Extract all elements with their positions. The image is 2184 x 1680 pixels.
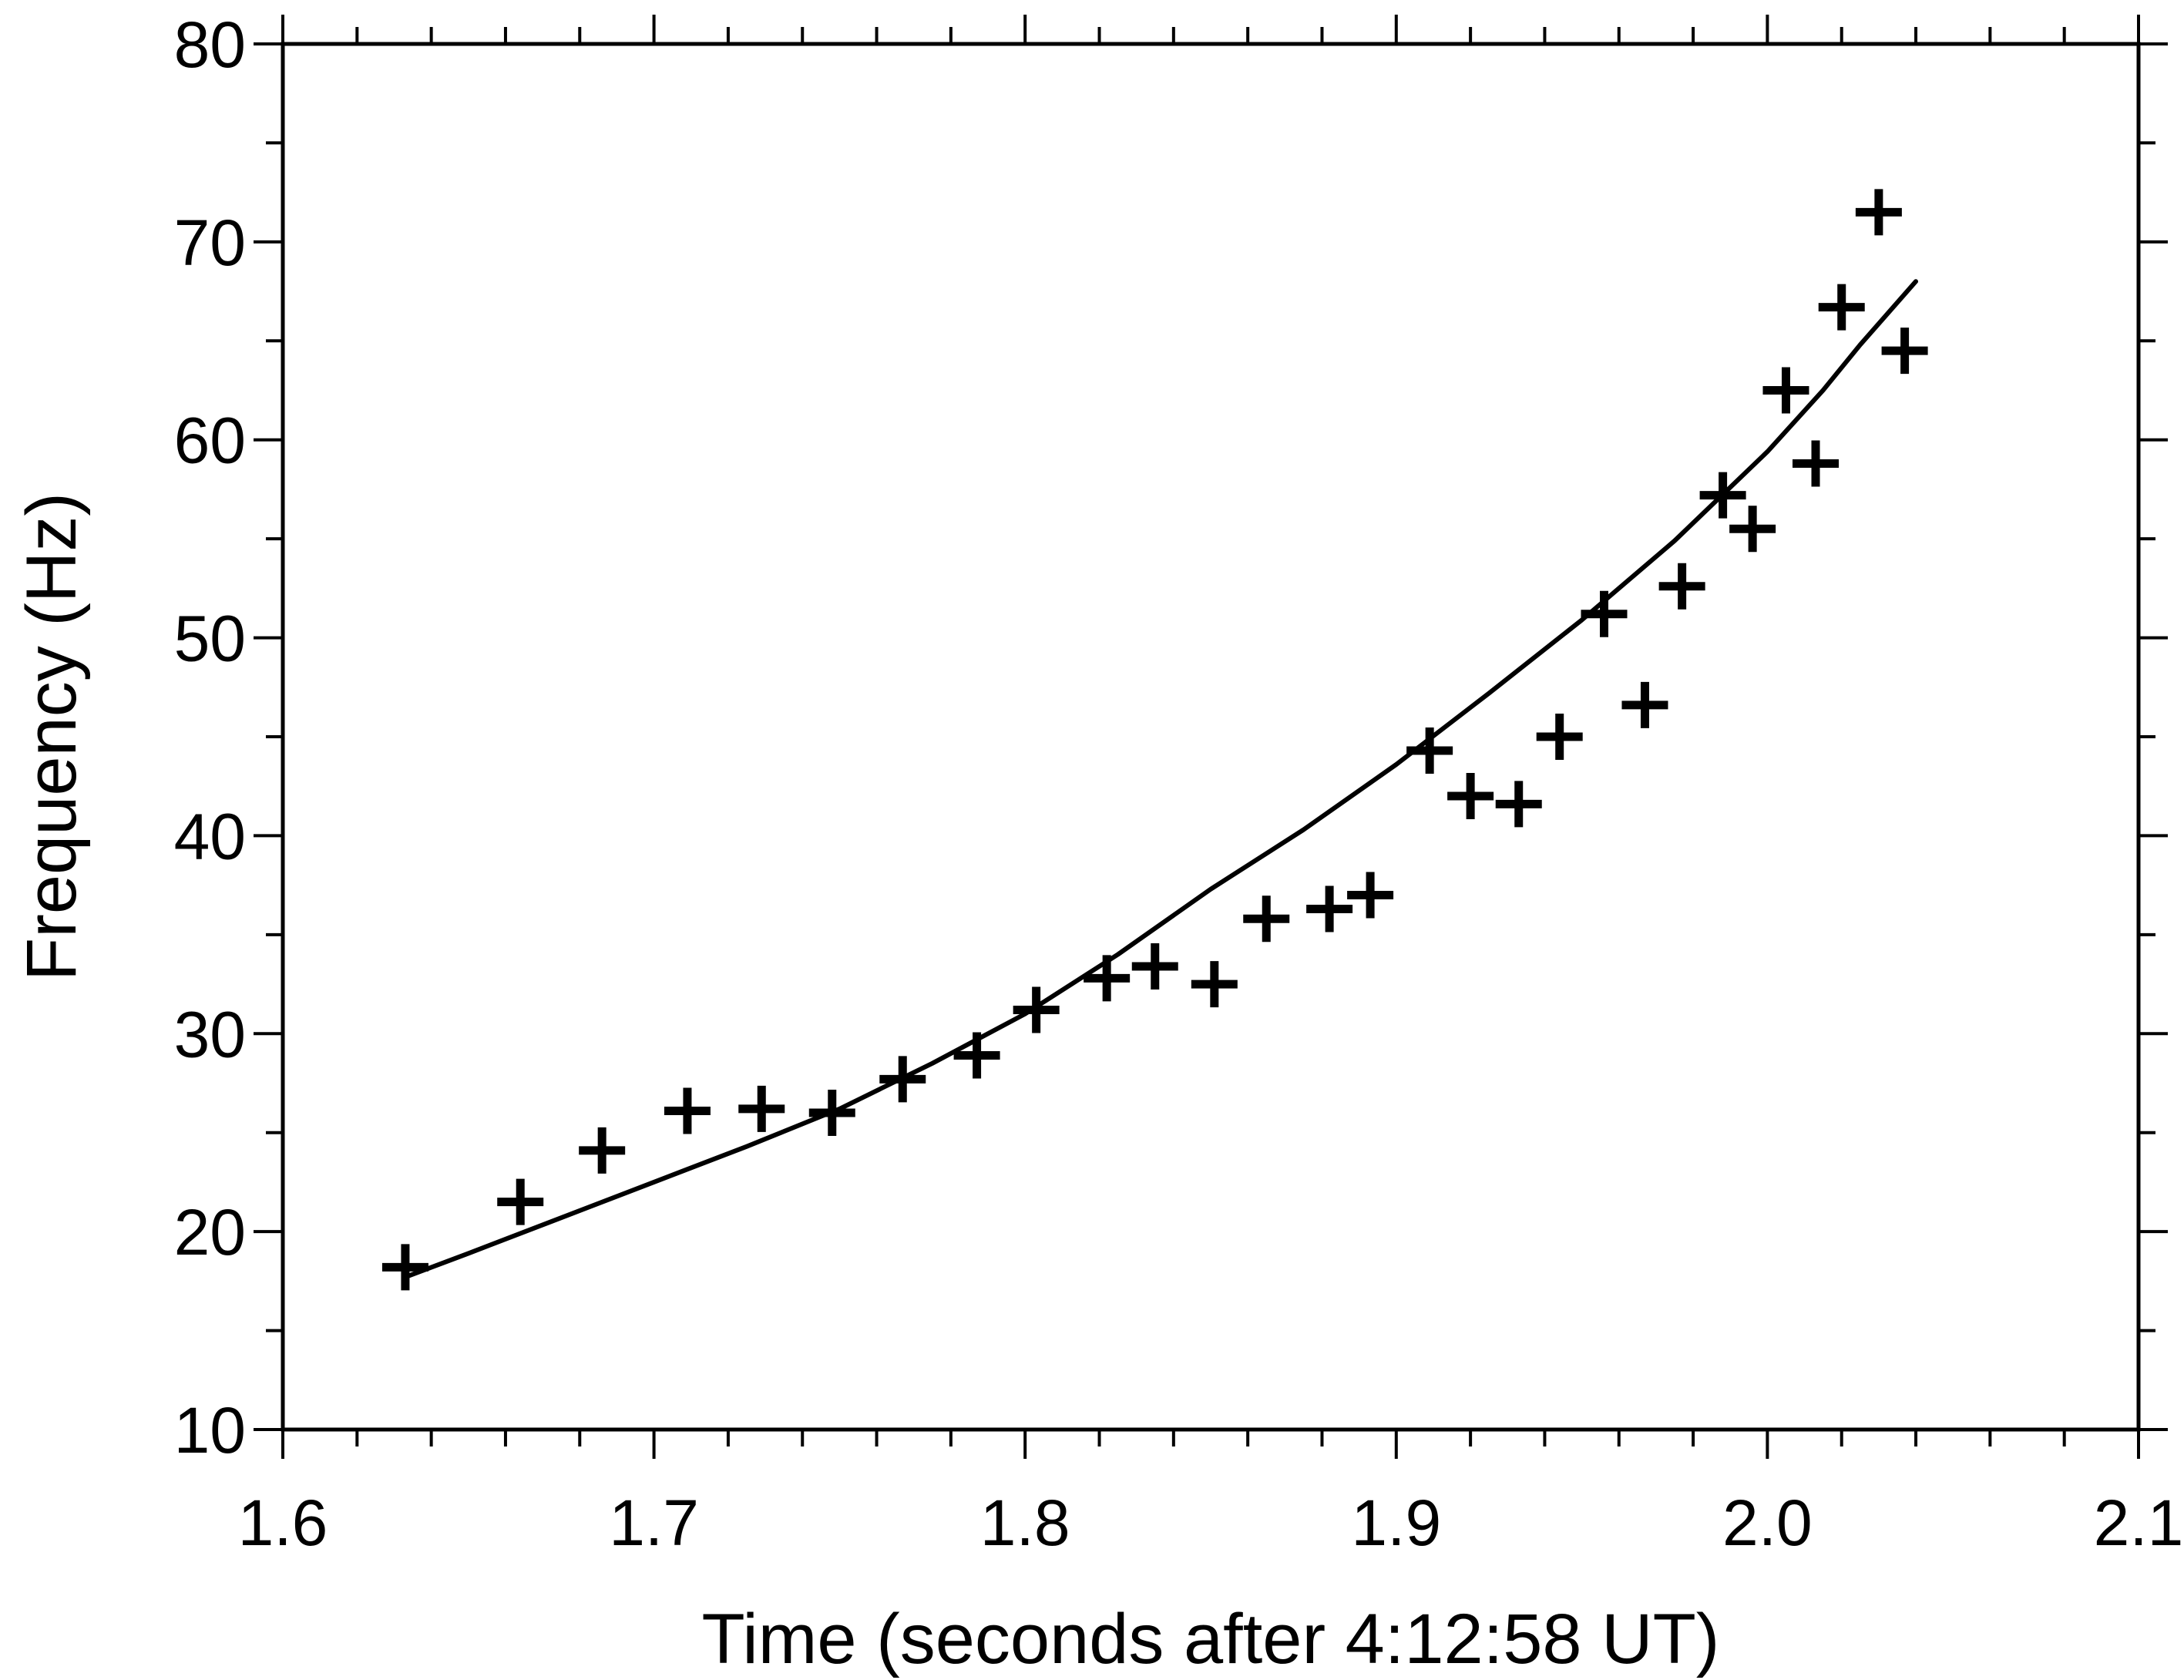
data-point (1406, 727, 1453, 774)
y-tick-label: 20 (174, 1196, 246, 1268)
data-point (1762, 367, 1809, 414)
y-tick-label: 40 (174, 800, 246, 872)
y-tick-label: 10 (174, 1394, 246, 1467)
data-point (381, 1244, 428, 1291)
data-point (879, 1056, 926, 1103)
data-point (738, 1085, 785, 1132)
fit-line (402, 279, 1918, 1280)
data-point (664, 1087, 711, 1134)
x-tick-label: 2.0 (1722, 1487, 1813, 1559)
data-point (808, 1090, 855, 1137)
data-point (1793, 440, 1840, 487)
data-point (1191, 961, 1238, 1008)
x-tick-label: 1.6 (238, 1487, 328, 1559)
axis-ticks (254, 15, 2168, 1459)
data-point (1495, 781, 1542, 828)
plot-frame (281, 42, 2141, 1432)
axis-tick-labels: 1.6 1.7 1.8 1.9 2.0 2.1 10 20 30 40 50 60 70 80 (174, 8, 2184, 1559)
data-point (1881, 328, 1928, 375)
data-point (1855, 189, 1902, 236)
y-axis-title: Frequency (Hz) (12, 492, 91, 981)
data-point (579, 1127, 626, 1174)
data-point (1536, 714, 1583, 760)
data-point (1699, 472, 1746, 519)
y-tick-label: 70 (174, 207, 246, 279)
data-point (953, 1032, 1000, 1079)
y-tick-label: 30 (174, 998, 246, 1070)
x-tick-label: 1.8 (980, 1487, 1070, 1559)
data-point (1447, 773, 1494, 820)
data-point (1131, 942, 1178, 990)
data-point (1729, 506, 1776, 553)
data-point (1818, 284, 1865, 331)
x-tick-label: 1.7 (609, 1487, 699, 1559)
data-point (497, 1178, 544, 1225)
data-point (1621, 681, 1668, 728)
data-point (1658, 563, 1705, 610)
x-tick-label: 2.1 (2094, 1487, 2184, 1559)
data-points (381, 189, 1928, 1291)
data-point (1243, 895, 1290, 942)
data-point (1084, 955, 1131, 1002)
data-point (1347, 872, 1394, 919)
x-axis-title: Time (seconds after 4:12:58 UT) (702, 1600, 1720, 1678)
data-point (1013, 986, 1060, 1033)
x-tick-label: 1.9 (1351, 1487, 1441, 1559)
y-tick-label: 60 (174, 405, 246, 477)
data-point (1581, 590, 1628, 637)
data-point (1306, 885, 1353, 932)
y-tick-label: 50 (174, 603, 246, 675)
y-tick-label: 80 (174, 8, 246, 81)
